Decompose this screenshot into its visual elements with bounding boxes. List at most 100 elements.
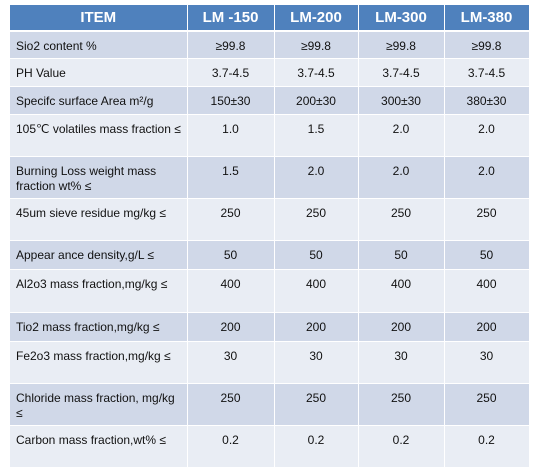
value-lm-300: 3.7-4.5 [382, 65, 420, 80]
item-cell: Tio2 mass fraction,mg/kg ≤ [10, 312, 188, 342]
header-lm-150: LM -150 [187, 5, 275, 32]
value-lm-200: 200±30 [296, 93, 336, 108]
value-cell: 150±30 [187, 86, 275, 115]
table-row: Tio2 mass fraction,mg/kg ≤ 200 200 200 2… [10, 312, 530, 342]
value-cell: 250 [187, 198, 275, 241]
item-label: Chloride mass fraction, mg/kg ≤ [16, 390, 175, 420]
item-cell: Appear ance density,g/L ≤ [10, 240, 188, 270]
value-lm-200: 2.0 [307, 163, 325, 178]
value-lm-380: 250 [476, 205, 497, 220]
value-cell: 30 [274, 341, 359, 384]
value-cell: 0.2 [358, 425, 445, 468]
value-lm-380: 400 [476, 276, 497, 291]
value-lm-200: 1.5 [307, 121, 325, 136]
value-cell: 3.7-4.5 [187, 58, 275, 87]
value-cell: 200 [358, 312, 445, 342]
value-lm-380: 2.0 [478, 163, 495, 178]
item-cell: 105℃ volatiles mass fraction ≤ [10, 114, 188, 157]
value-lm-150: 0.2 [222, 432, 239, 447]
value-lm-300: 0.2 [392, 432, 410, 447]
value-cell: 2.0 [444, 156, 530, 199]
value-lm-150: 200 [220, 319, 241, 334]
value-cell: ≥99.8 [274, 31, 359, 59]
table-row: Specifc surface Area m²/g 150±30 200±30 … [10, 86, 530, 115]
value-cell: 30 [444, 341, 530, 384]
value-lm-300: 2.0 [392, 163, 410, 178]
value-cell: 250 [358, 383, 445, 426]
value-cell: 2.0 [444, 114, 530, 157]
table-row: 105℃ volatiles mass fraction ≤ 1.0 1.5 2… [10, 114, 530, 157]
item-cell: Specifc surface Area m²/g [10, 86, 188, 115]
value-lm-380: 30 [479, 348, 494, 363]
value-lm-150: 150±30 [210, 93, 251, 108]
value-lm-300: 200 [390, 319, 412, 334]
value-lm-380: 250 [476, 390, 497, 405]
value-lm-150: 250 [220, 205, 241, 220]
value-lm-380: 0.2 [478, 432, 495, 447]
item-label: Al2o3 mass fraction,mg/kg ≤ [16, 276, 168, 291]
item-label: 45um sieve residue mg/kg ≤ [16, 205, 166, 220]
value-cell: 250 [187, 383, 275, 426]
value-cell: 50 [358, 240, 445, 270]
value-cell: 1.0 [187, 114, 275, 157]
value-cell: 1.5 [187, 156, 275, 199]
value-lm-200: ≥99.8 [301, 39, 331, 53]
table-row: Al2o3 mass fraction,mg/kg ≤ 400 400 400 … [10, 269, 530, 313]
table-row: Chloride mass fraction, mg/kg ≤ 250 250 … [10, 383, 530, 426]
value-lm-200: 30 [309, 348, 323, 363]
value-cell: 300±30 [358, 86, 445, 115]
value-cell: 3.7-4.5 [274, 58, 359, 87]
value-cell: 200 [444, 312, 530, 342]
value-cell: 2.0 [358, 156, 445, 199]
value-lm-380: 380±30 [466, 93, 507, 108]
item-label: PH Value [16, 65, 66, 80]
value-cell: 400 [444, 269, 530, 313]
value-cell: 250 [358, 198, 445, 241]
table-header: ITEM LM -150 LM-200 LM-300 LM-380 [10, 5, 530, 32]
table-body: Sio2 content % ≥99.8 ≥99.8 ≥99.8 ≥99.8 P… [10, 31, 530, 468]
value-cell: ≥99.8 [187, 31, 275, 59]
value-cell: 250 [274, 198, 359, 241]
table-row: Carbon mass fraction,wt% ≤ 0.2 0.2 0.2 0… [10, 425, 530, 468]
header-item: ITEM [10, 5, 188, 32]
value-cell: 2.0 [358, 114, 445, 157]
value-cell: ≥99.8 [444, 31, 530, 59]
item-cell: 45um sieve residue mg/kg ≤ [10, 198, 188, 241]
value-cell: 0.2 [274, 425, 359, 468]
value-lm-150: 3.7-4.5 [211, 65, 250, 80]
value-cell: 1.5 [274, 114, 359, 157]
header-lm-380: LM-380 [444, 5, 530, 32]
value-lm-150: 1.5 [222, 163, 239, 178]
value-cell: 50 [444, 240, 530, 270]
value-lm-200: 50 [309, 247, 323, 262]
value-lm-380: 200 [476, 319, 497, 334]
value-cell: 200 [187, 312, 275, 342]
item-label: Tio2 mass fraction,mg/kg ≤ [16, 319, 160, 334]
value-cell: 200±30 [274, 86, 359, 115]
value-cell: 400 [358, 269, 445, 313]
value-lm-150: 400 [220, 276, 241, 291]
header-lm-200: LM-200 [274, 5, 359, 32]
value-cell: 2.0 [274, 156, 359, 199]
value-cell: 50 [187, 240, 275, 270]
value-cell: 250 [444, 198, 530, 241]
table-row: PH Value 3.7-4.5 3.7-4.5 3.7-4.5 3.7-4.5 [10, 58, 530, 87]
item-cell: Al2o3 mass fraction,mg/kg ≤ [10, 269, 188, 313]
item-cell: Fe2o3 mass fraction,mg/kg ≤ [10, 341, 188, 384]
value-lm-150: ≥99.8 [215, 39, 246, 53]
table-row: Fe2o3 mass fraction,mg/kg ≤ 30 30 30 30 [10, 341, 530, 384]
value-cell: 30 [187, 341, 275, 384]
item-label: Sio2 content % [16, 39, 97, 53]
value-cell: ≥99.8 [358, 31, 445, 59]
value-cell: 0.2 [187, 425, 275, 468]
value-lm-380: 50 [479, 247, 494, 262]
item-label: Fe2o3 mass fraction,mg/kg ≤ [16, 348, 171, 363]
value-cell: 50 [274, 240, 359, 270]
value-lm-200: 400 [305, 276, 327, 291]
value-lm-300: 300±30 [381, 93, 421, 108]
item-cell: PH Value [10, 58, 188, 87]
value-lm-200: 200 [305, 319, 327, 334]
value-lm-300: ≥99.8 [386, 39, 416, 53]
value-cell: 400 [187, 269, 275, 313]
header-row: ITEM LM -150 LM-200 LM-300 LM-380 [10, 5, 530, 32]
